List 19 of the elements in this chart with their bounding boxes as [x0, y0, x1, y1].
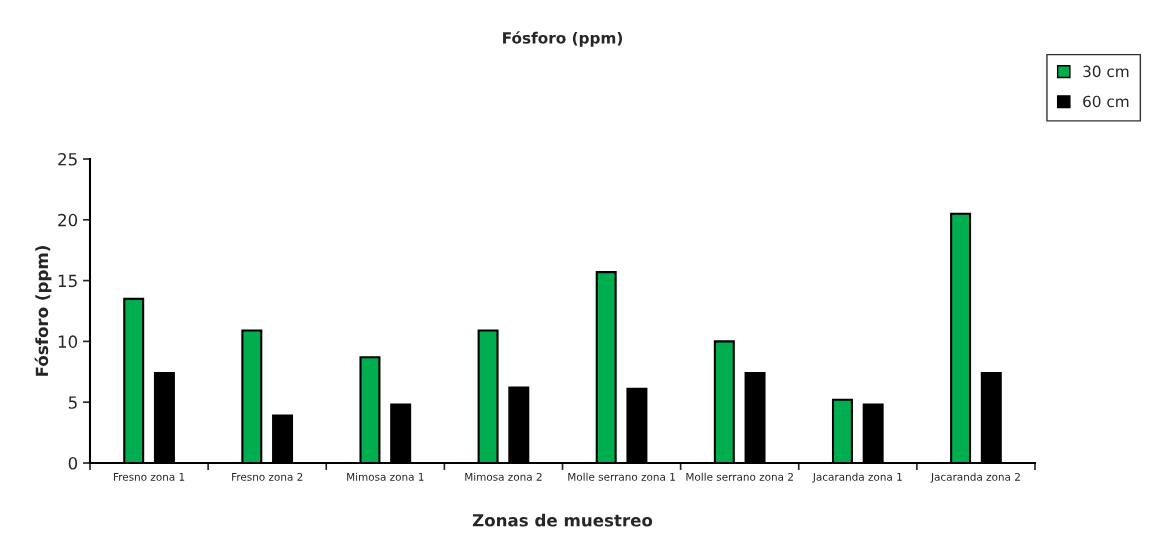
x-tick-label: Mimosa zona 1	[347, 472, 424, 481]
x-tick-label: Molle serrano zona 1	[568, 472, 675, 481]
x-tick-label: Fresno zona 2	[232, 472, 303, 481]
legend-label: 60 cm	[1083, 95, 1129, 108]
chart-title: Fósforo (ppm)	[503, 31, 623, 47]
x-tick-label: Mimosa zona 2	[465, 472, 542, 481]
x-axis-title: Zonas de muestreo	[472, 513, 653, 527]
y-tick-label: 5	[68, 396, 77, 409]
y-tick-label: 10	[58, 335, 78, 348]
y-tick-label: 15	[58, 274, 77, 288]
y-tick-label: 0	[68, 456, 78, 470]
legend-label: 30 cm	[1083, 65, 1129, 78]
x-tick-label: Jacaranda zona 1	[812, 472, 902, 483]
x-tick-label: Jacaranda zona 2	[930, 472, 1020, 483]
y-tick-label: 20	[58, 213, 78, 227]
x-tick-label: Molle serrano zona 2	[686, 472, 793, 481]
y-axis-title: Fósforo (ppm)	[34, 246, 52, 376]
y-tick-label: 25	[58, 152, 77, 166]
x-tick-label: Fresno zona 1	[114, 473, 185, 481]
